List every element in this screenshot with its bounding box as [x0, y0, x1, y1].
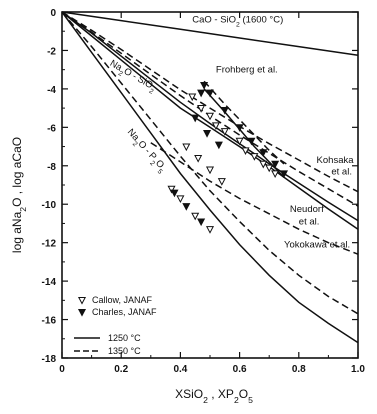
- x-tick-label: 0.4: [173, 364, 187, 375]
- data-point-callow: [235, 137, 244, 146]
- legend: Callow, JANAF Charles, JANAF 1250 °C 1350 °…: [74, 295, 157, 356]
- x-axis-label: XSiO2 , XP2O5: [175, 387, 253, 405]
- data-point-callow: [188, 93, 197, 102]
- annotation-label: et al.: [299, 216, 320, 227]
- series-line-3: [61, 11, 359, 222]
- data-point-callow: [167, 185, 176, 194]
- y-tick-label: -18: [42, 354, 57, 365]
- series-line-2: [61, 11, 359, 230]
- data-point-charles: [247, 137, 256, 146]
- legend-label: Charles, JANAF: [92, 307, 157, 317]
- annotation-label: Na2O - SiO2: [107, 58, 158, 96]
- data-point-callow: [220, 128, 229, 136]
- x-tick-label: 0.2: [114, 364, 128, 375]
- data-point-charles: [203, 130, 212, 138]
- data-point-callow: [250, 153, 259, 161]
- data-point-charles: [191, 114, 200, 123]
- series-line-7: [203, 80, 285, 165]
- data-point-callow: [176, 195, 185, 204]
- annotation-label: Yokokawa et al.: [284, 239, 350, 250]
- y-tick-label: -2: [47, 46, 56, 57]
- y-tick-label: -14: [42, 277, 57, 288]
- annotation-label: Kohsaka: [317, 155, 355, 166]
- legend-label: 1350 °C: [108, 346, 141, 356]
- y-tick-label: -4: [47, 85, 56, 96]
- data-point-callow: [271, 170, 280, 179]
- points-layer: [167, 81, 289, 234]
- series-line-1: [61, 11, 359, 57]
- annotation-label: Frohberg et al.: [216, 65, 278, 76]
- y-tick-label: -16: [42, 316, 57, 327]
- annotation-label: CaO - SiO2 (1600 °C): [192, 15, 283, 29]
- data-point-callow: [194, 155, 203, 163]
- series-line-4: [61, 11, 359, 207]
- y-tick-label: -6: [47, 123, 56, 134]
- legend-label: Callow, JANAF: [92, 295, 153, 305]
- x-tick-label: 0.8: [292, 364, 306, 375]
- y-tick-label: -12: [42, 239, 57, 250]
- axes: 0 0.2 0.4 0.6 0.8 1.0 0 -2 -4 -6 -8 -10 -12 -14 -16 -18…: [10, 8, 365, 405]
- data-point-callow: [211, 122, 220, 131]
- legend-label: 1250 °C: [108, 333, 141, 343]
- data-point-charles: [259, 149, 268, 157]
- data-point-callow: [205, 112, 215, 121]
- series-line-6: [203, 88, 285, 178]
- data-point-charles: [220, 106, 229, 115]
- data-point-charles: [182, 203, 191, 211]
- x-tick-label: 0: [59, 364, 65, 375]
- series-layer: [61, 11, 359, 344]
- data-point-charles: [279, 170, 289, 179]
- data-point-charles: [214, 141, 223, 150]
- data-point-callow: [205, 226, 215, 234]
- data-point-charles: [235, 124, 244, 132]
- data-point-charles: [271, 160, 280, 169]
- data-point-callow: [217, 178, 226, 186]
- y-tick-label: -10: [42, 200, 57, 211]
- data-point-callow: [205, 166, 215, 175]
- annotation-label: et al.: [331, 166, 352, 177]
- data-point-callow: [182, 143, 191, 152]
- data-point-callow: [197, 105, 206, 113]
- data-point-callow: [241, 147, 250, 155]
- y-axis-label: log aNa2O , log aCaO: [10, 137, 28, 253]
- series-line-9: [61, 11, 359, 315]
- data-point-callow: [259, 160, 268, 169]
- data-point-charles: [197, 89, 206, 98]
- legend-marker: [77, 308, 87, 317]
- data-point-charles: [200, 81, 209, 90]
- y-tick-label: -8: [47, 162, 56, 173]
- y-tick-label: 0: [50, 8, 56, 19]
- data-point-callow: [265, 164, 274, 173]
- series-line-8: [61, 11, 359, 344]
- series-line-5: [61, 11, 359, 193]
- x-tick-label: 1.0: [351, 364, 365, 375]
- data-point-charles: [197, 218, 206, 227]
- legend-marker: [77, 296, 87, 305]
- data-point-charles: [170, 189, 179, 198]
- annotation-label: Neudorf: [290, 204, 324, 215]
- data-point-callow: [191, 212, 200, 221]
- series-line-10: [150, 142, 359, 255]
- data-point-charles: [205, 89, 215, 98]
- x-tick-label: 0.6: [233, 364, 247, 375]
